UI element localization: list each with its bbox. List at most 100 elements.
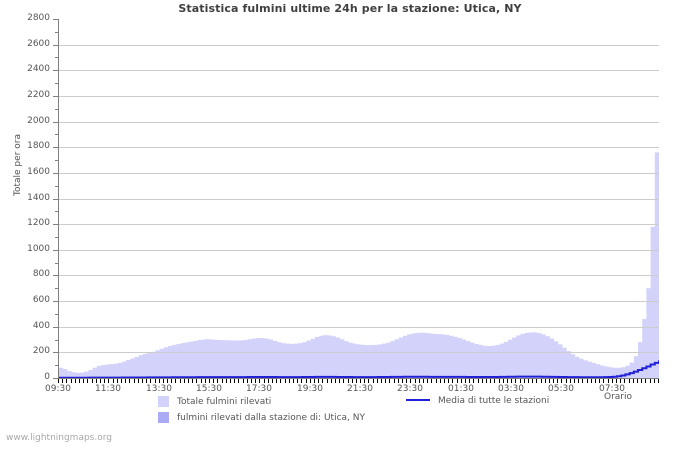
x-axis-tick-label: 13:30 bbox=[146, 384, 172, 394]
x-axis-tick bbox=[180, 379, 181, 383]
y-axis-tick-major bbox=[53, 147, 58, 148]
x-axis-tick bbox=[188, 379, 189, 383]
gridline bbox=[59, 147, 659, 148]
x-axis-tick bbox=[658, 379, 659, 383]
x-axis-tick bbox=[490, 379, 491, 383]
x-axis-tick bbox=[511, 379, 512, 383]
gridline bbox=[59, 173, 659, 174]
legend-label-total: Totale fulmini rilevati bbox=[177, 397, 272, 407]
x-axis-tick bbox=[121, 379, 122, 383]
gridline bbox=[59, 199, 659, 200]
x-axis-tick bbox=[486, 379, 487, 383]
legend-item-total[interactable]: Totale fulmini rilevati bbox=[158, 396, 271, 408]
x-axis-tick bbox=[599, 379, 600, 383]
x-axis-tick bbox=[616, 379, 617, 383]
x-axis-tick bbox=[96, 379, 97, 383]
x-axis-tick-label: 05:30 bbox=[548, 384, 574, 394]
y-axis-tick-minor bbox=[55, 263, 58, 264]
x-axis-tick bbox=[561, 379, 562, 383]
x-axis-tick bbox=[62, 379, 63, 383]
y-axis-tick-label: 1600 bbox=[27, 166, 50, 177]
series-line-2 bbox=[59, 359, 659, 378]
x-axis-tick bbox=[301, 379, 302, 383]
y-axis-tick-major bbox=[53, 327, 58, 328]
x-axis-tick bbox=[196, 379, 197, 383]
x-axis-tick bbox=[66, 379, 67, 383]
y-axis-tick-major bbox=[53, 45, 58, 46]
x-axis-tick bbox=[545, 379, 546, 383]
x-axis-tick bbox=[578, 379, 579, 383]
x-axis-tick bbox=[524, 379, 525, 383]
x-axis-tick bbox=[58, 379, 59, 383]
x-axis-tick bbox=[314, 379, 315, 383]
x-axis-tick bbox=[167, 379, 168, 383]
x-axis-tick bbox=[113, 379, 114, 383]
x-axis-tick-label: 09:30 bbox=[45, 384, 71, 394]
chart-legend: Totale fulmini rilevati fulmini rilevati… bbox=[0, 394, 700, 428]
y-axis-tick-label: 2800 bbox=[27, 13, 50, 23]
x-axis-tick bbox=[419, 379, 420, 383]
x-axis-tick bbox=[289, 379, 290, 383]
y-axis-tick-label: 2400 bbox=[27, 64, 50, 75]
x-axis-tick bbox=[389, 379, 390, 383]
x-axis-tick bbox=[436, 379, 437, 383]
x-axis-tick bbox=[83, 379, 84, 383]
x-axis-tick bbox=[394, 379, 395, 383]
x-axis-tick bbox=[104, 379, 105, 383]
x-axis-tick bbox=[452, 379, 453, 383]
x-axis-tick bbox=[92, 379, 93, 383]
x-axis-tick bbox=[423, 379, 424, 383]
legend-item-average[interactable]: Media di tutte le stazioni bbox=[406, 396, 549, 407]
x-axis-tick bbox=[364, 379, 365, 383]
x-axis-tick bbox=[629, 379, 630, 383]
x-axis-tick bbox=[129, 379, 130, 383]
x-axis-tick bbox=[268, 379, 269, 383]
x-axis-tick bbox=[469, 379, 470, 383]
x-axis-tick bbox=[381, 379, 382, 383]
x-axis-tick bbox=[478, 379, 479, 383]
x-axis-tick bbox=[368, 379, 369, 383]
x-axis-tick bbox=[461, 379, 462, 383]
x-axis-tick bbox=[570, 379, 571, 383]
x-axis-tick bbox=[318, 379, 319, 383]
x-axis-tick bbox=[234, 379, 235, 383]
x-axis-tick bbox=[276, 379, 277, 383]
gridline bbox=[59, 96, 659, 97]
y-axis-tick-minor bbox=[55, 32, 58, 33]
x-axis-tick bbox=[591, 379, 592, 383]
y-axis-tick-minor bbox=[55, 211, 58, 212]
legend-item-station[interactable]: fulmini rilevati dalla stazione di: Utic… bbox=[158, 412, 365, 424]
x-axis-tick bbox=[209, 379, 210, 383]
x-axis-tick bbox=[201, 379, 202, 383]
x-axis-tick bbox=[650, 379, 651, 383]
x-axis-tick bbox=[457, 379, 458, 383]
y-axis-tick-minor bbox=[55, 314, 58, 315]
x-axis-tick bbox=[528, 379, 529, 383]
x-axis-tick bbox=[125, 379, 126, 383]
x-axis-tick bbox=[272, 379, 273, 383]
x-axis-tick bbox=[259, 379, 260, 383]
y-axis-tick-major bbox=[53, 250, 58, 251]
plot-area bbox=[58, 19, 659, 379]
x-axis-tick bbox=[226, 379, 227, 383]
x-axis-tick bbox=[247, 379, 248, 383]
y-axis-tick-minor bbox=[55, 365, 58, 366]
y-axis-tick-minor bbox=[55, 160, 58, 161]
x-axis-tick bbox=[515, 379, 516, 383]
x-axis-tick bbox=[499, 379, 500, 383]
x-axis-tick-label: 21:30 bbox=[347, 384, 373, 394]
gridline bbox=[59, 301, 659, 302]
x-axis-tick bbox=[398, 379, 399, 383]
legend-swatch-station bbox=[158, 412, 169, 423]
y-axis-tick-major bbox=[53, 19, 58, 20]
y-axis-tick-major bbox=[53, 275, 58, 276]
x-axis-tick bbox=[406, 379, 407, 383]
y-axis-tick-minor bbox=[55, 109, 58, 110]
x-axis-tick bbox=[205, 379, 206, 383]
x-axis-tick bbox=[310, 379, 311, 383]
x-axis-tick bbox=[79, 379, 80, 383]
x-axis-tick bbox=[142, 379, 143, 383]
gridline bbox=[59, 122, 659, 123]
x-axis-tick bbox=[238, 379, 239, 383]
